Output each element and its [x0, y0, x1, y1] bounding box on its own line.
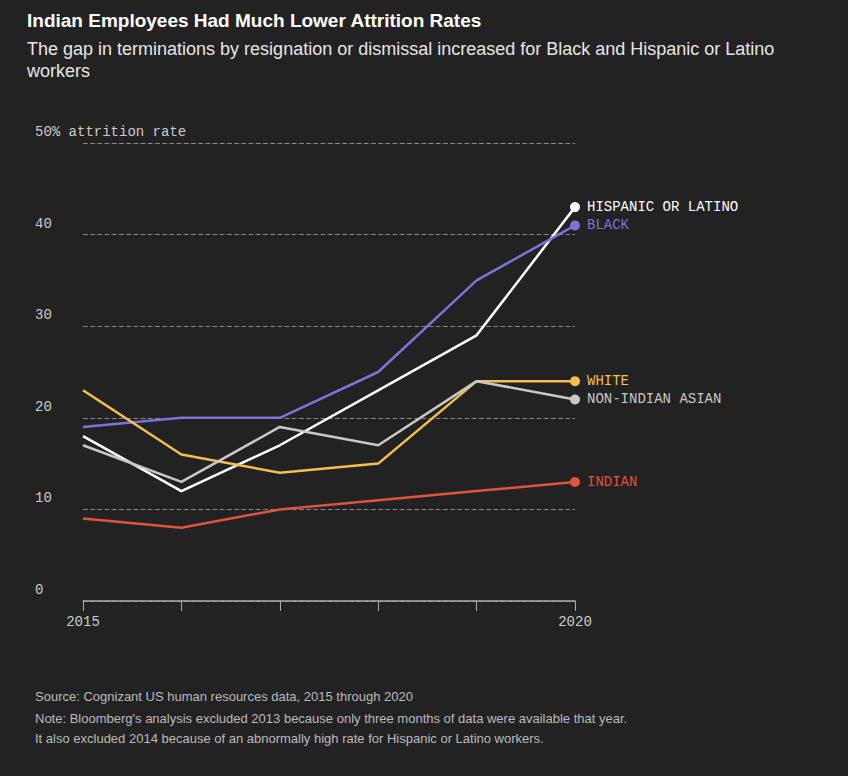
svg-text:It also excluded 2014 because: It also excluded 2014 because of an abno…: [35, 731, 544, 746]
svg-text:30: 30: [35, 307, 52, 323]
svg-text:Source: Cognizant US human res: Source: Cognizant US human resources dat…: [35, 689, 413, 704]
svg-text:Indian Employees Had Much Lowe: Indian Employees Had Much Lower Attritio…: [27, 10, 481, 31]
svg-text:0: 0: [35, 582, 43, 598]
svg-text:20: 20: [35, 399, 52, 415]
svg-text:INDIAN: INDIAN: [587, 474, 637, 490]
svg-text:NON-INDIAN ASIAN: NON-INDIAN ASIAN: [587, 391, 721, 407]
svg-text:40: 40: [35, 216, 52, 232]
svg-text:HISPANIC OR LATINO: HISPANIC OR LATINO: [587, 199, 738, 215]
svg-text:2015: 2015: [66, 614, 100, 630]
svg-text:2020: 2020: [558, 614, 592, 630]
svg-text:10: 10: [35, 490, 52, 506]
svg-text:50% attrition rate: 50% attrition rate: [35, 124, 186, 140]
svg-text:workers: workers: [26, 61, 90, 81]
svg-text:Note: Bloomberg's analysis exc: Note: Bloomberg's analysis excluded 2013…: [35, 711, 627, 726]
svg-text:BLACK: BLACK: [587, 217, 630, 233]
svg-text:The gap in terminations by res: The gap in terminations by resignation o…: [27, 39, 779, 59]
svg-text:WHITE: WHITE: [587, 373, 629, 389]
